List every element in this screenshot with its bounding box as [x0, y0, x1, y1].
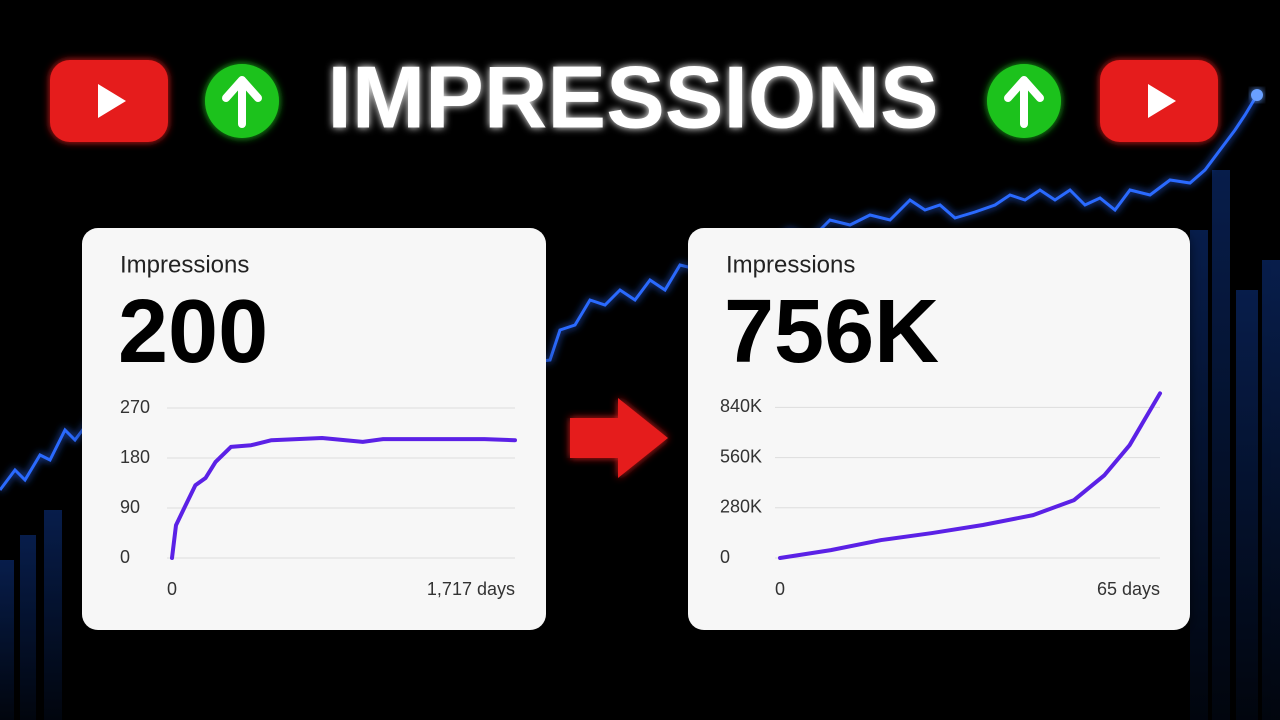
- up-arrow-icon: [205, 64, 279, 138]
- y-tick-label: 180: [120, 447, 150, 467]
- up-arrow-icon: [987, 64, 1061, 138]
- trend-dot: [1251, 89, 1263, 101]
- x-tick-label: 0: [775, 579, 785, 599]
- y-tick-label: 90: [120, 497, 140, 517]
- x-tick-label: 0: [167, 579, 177, 599]
- y-tick-label: 840K: [720, 396, 762, 416]
- y-tick-label: 0: [720, 547, 730, 567]
- card: [688, 228, 1190, 630]
- background-trend: [0, 94, 1259, 491]
- card-title: Impressions: [726, 251, 855, 278]
- y-tick-label: 560K: [720, 446, 762, 466]
- card-title: Impressions: [120, 251, 249, 278]
- x-tick-label: 1,717 days: [427, 579, 515, 599]
- data-line: [778, 391, 1162, 560]
- youtube-icon: [50, 60, 168, 142]
- card: [82, 228, 546, 630]
- headline: IMPRESSIONS: [327, 47, 938, 146]
- x-tick-label: 65 days: [1097, 579, 1160, 599]
- y-tick-label: 270: [120, 397, 150, 417]
- background-bars: [0, 170, 1280, 720]
- data-line: [170, 436, 517, 560]
- card-value: 756K: [724, 282, 939, 382]
- arrow-right: [570, 398, 668, 478]
- card-value: 200: [118, 282, 268, 382]
- youtube-icon: [1100, 60, 1218, 142]
- y-tick-label: 280K: [720, 497, 762, 517]
- y-tick-label: 0: [120, 547, 130, 567]
